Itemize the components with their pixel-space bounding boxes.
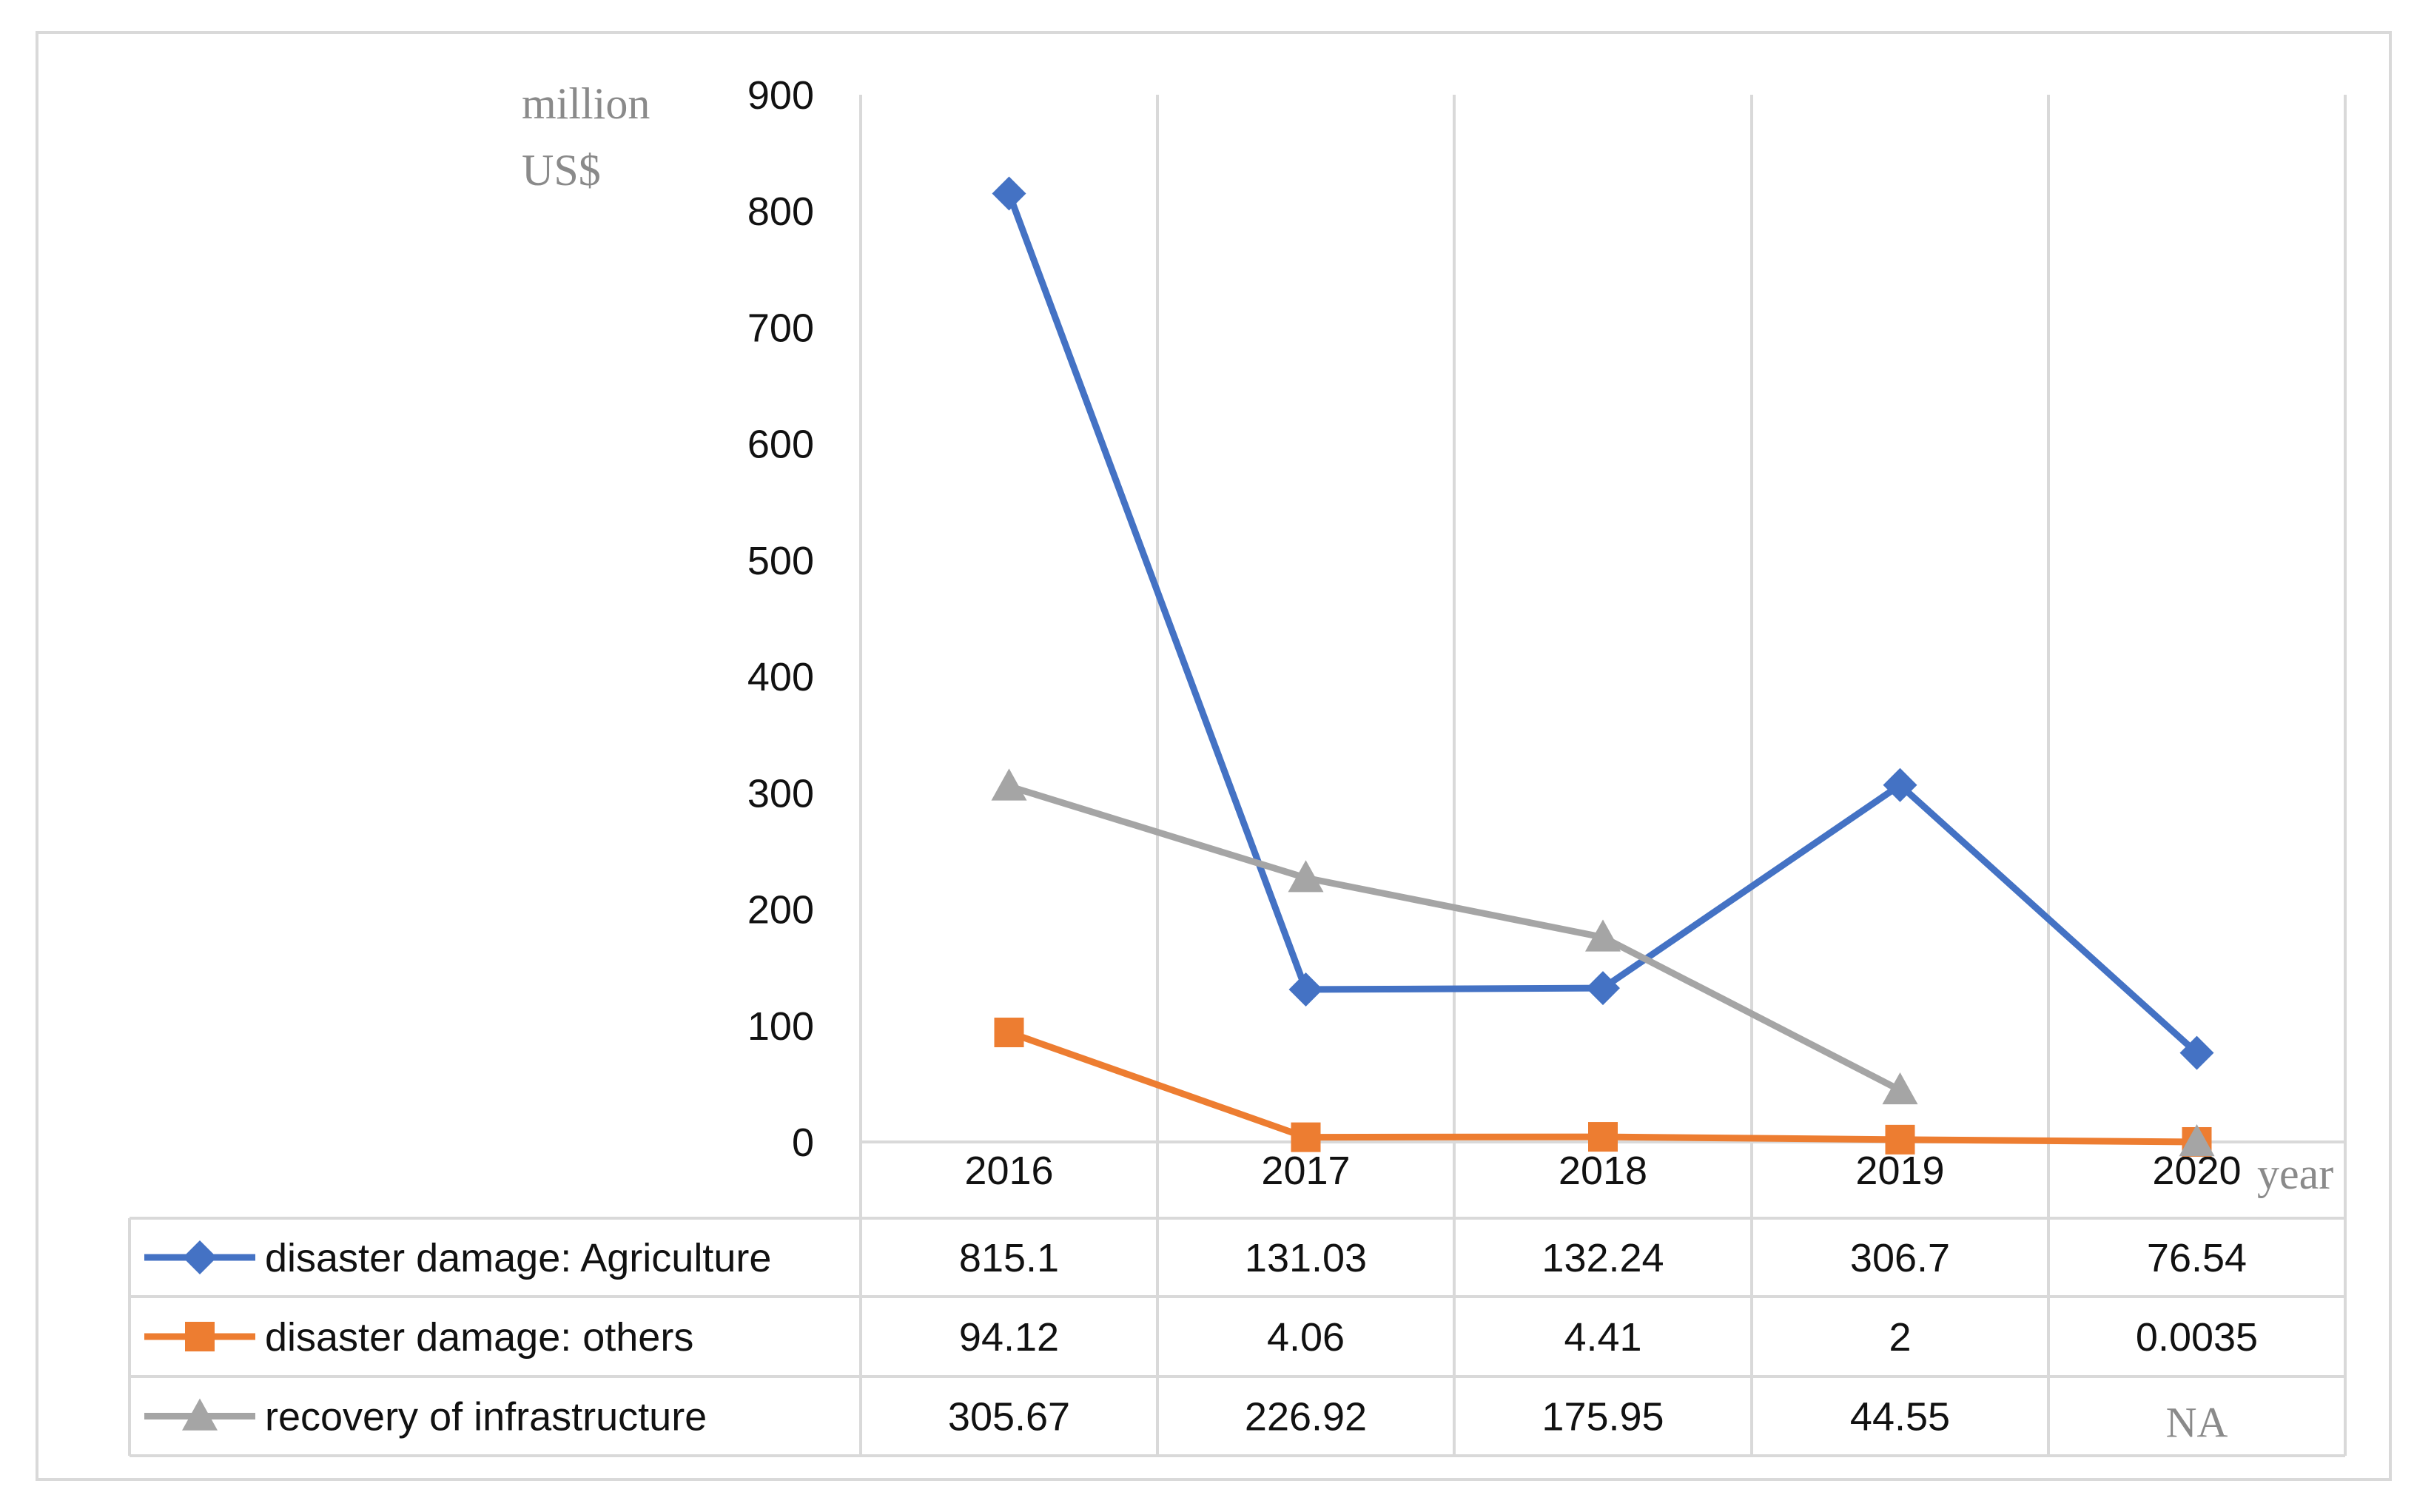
y-axis: 0 100 200 300 400 500 600 700 800 900 xyxy=(747,73,814,1165)
triangle-marker xyxy=(1882,1072,1918,1105)
table-cell: 306.7 xyxy=(1850,1236,1950,1280)
table-cell: 2 xyxy=(1889,1315,1911,1360)
y-tick-label: 200 xyxy=(747,888,814,933)
triangle-marker xyxy=(1585,919,1621,952)
square-marker xyxy=(185,1322,215,1351)
x-tick-label: 2016 xyxy=(964,1149,1053,1193)
diamond-marker xyxy=(1288,972,1323,1007)
diamond-marker xyxy=(1586,971,1620,1006)
triangle-marker xyxy=(991,768,1027,801)
triangle-marker xyxy=(2179,1124,2215,1157)
y-tick-label: 300 xyxy=(747,771,814,816)
y-tick-label: 500 xyxy=(747,539,814,583)
y-tick-label: 600 xyxy=(747,423,814,467)
y-unit-label-line2: US$ xyxy=(522,146,601,195)
table-cell: NA xyxy=(2166,1399,2228,1447)
diamond-marker xyxy=(2179,1035,2214,1070)
table-cell: 226.92 xyxy=(1245,1395,1367,1439)
diamond-marker xyxy=(183,1240,217,1274)
triangle-marker xyxy=(1288,860,1324,893)
y-tick-label: 900 xyxy=(747,73,814,118)
table-cell: 4.06 xyxy=(1267,1315,1345,1360)
series-1 xyxy=(992,176,2214,1070)
chart-frame xyxy=(36,31,2392,1481)
series-line xyxy=(1006,782,1903,1094)
table-cell: 4.41 xyxy=(1564,1315,1641,1360)
y-tick-label: 0 xyxy=(792,1120,814,1165)
table-row-3: recovery of infrastructure 305.67 226.92 17… xyxy=(144,1395,2228,1447)
y-tick-label: 400 xyxy=(747,655,814,699)
table-cell: 305.67 xyxy=(948,1395,1070,1439)
x-tick-label: 2019 xyxy=(1855,1149,1944,1193)
table-cell: 76.54 xyxy=(2147,1236,2247,1280)
table-cell: 131.03 xyxy=(1245,1236,1367,1280)
y-tick-label: 700 xyxy=(747,306,814,350)
table-cell: 44.55 xyxy=(1850,1395,1950,1439)
table-row-1: disaster damage: Agriculture 815.1 131.03 1… xyxy=(144,1236,2247,1280)
y-tick-label: 100 xyxy=(747,1004,814,1049)
square-marker xyxy=(1291,1122,1321,1152)
square-marker xyxy=(1885,1124,1915,1155)
y-tick-label: 800 xyxy=(747,189,814,234)
diamond-marker xyxy=(1883,767,1917,802)
square-marker xyxy=(994,1018,1024,1048)
series-name: disaster damage: others xyxy=(265,1315,693,1360)
x-tick-label: 2018 xyxy=(1559,1149,1647,1193)
series-lines xyxy=(991,176,2215,1157)
table-cell: 132.24 xyxy=(1542,1236,1664,1280)
table-row-2: disaster damage: others 94.12 4.06 4.41 2 0.0… xyxy=(144,1315,2258,1360)
square-marker xyxy=(1588,1122,1618,1152)
series-name: disaster damage: Agriculture xyxy=(265,1236,771,1280)
table-cell: 0.0035 xyxy=(2136,1315,2258,1360)
diamond-marker xyxy=(992,176,1026,211)
series-3 xyxy=(991,768,1918,1105)
x-axis-title: year xyxy=(2257,1149,2333,1198)
table-cell: 175.95 xyxy=(1542,1395,1664,1439)
triangle-marker xyxy=(182,1398,218,1431)
table-cell: 94.12 xyxy=(959,1315,1059,1360)
series-name: recovery of infrastructure xyxy=(265,1395,707,1439)
y-unit-label-line1: million xyxy=(522,79,650,128)
table-cell: 815.1 xyxy=(959,1236,1059,1280)
x-tick-label: 2017 xyxy=(1261,1149,1350,1193)
